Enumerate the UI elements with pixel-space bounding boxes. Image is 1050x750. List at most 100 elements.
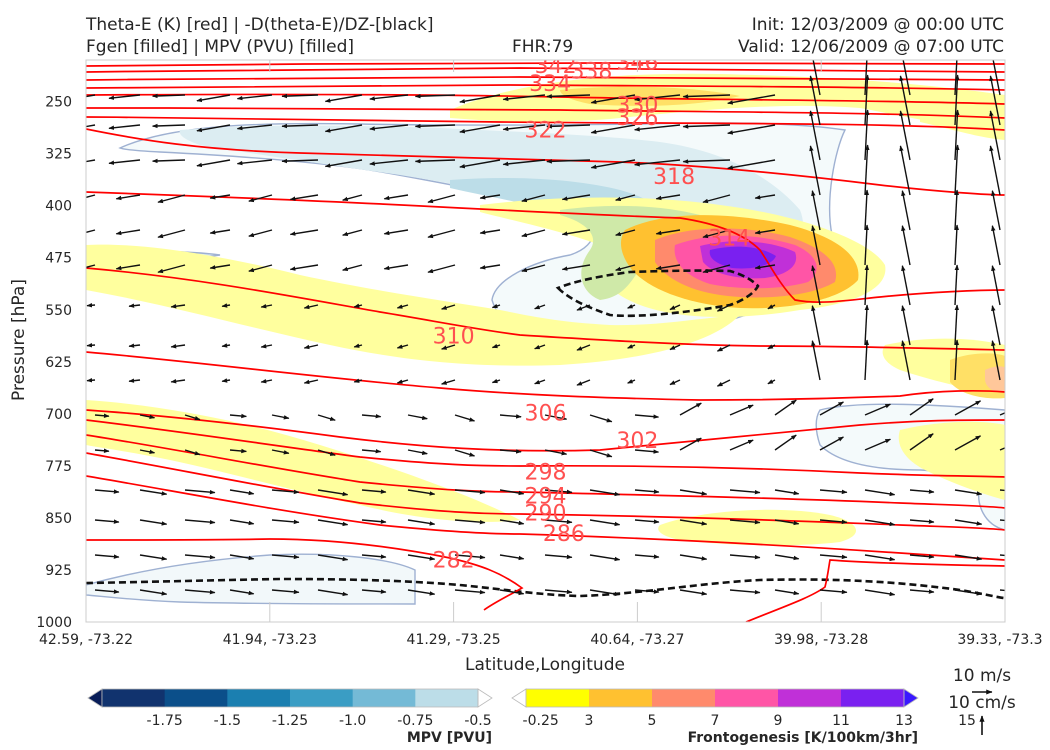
theta-e-label: 302 <box>616 429 658 454</box>
y-tick-label: 775 <box>45 459 72 475</box>
fgen-fill-left-low <box>86 400 520 522</box>
wind-arrow <box>729 489 761 495</box>
wind-arrow <box>544 489 573 495</box>
wind-arrow <box>499 449 522 454</box>
wind-arrow <box>634 489 660 494</box>
wind-arrow <box>157 229 186 239</box>
wind-arrow <box>94 489 120 494</box>
wind-arrow <box>819 519 848 525</box>
wind-arrow <box>152 93 186 99</box>
wind-arrow <box>909 519 935 524</box>
wind-arrow <box>819 554 848 560</box>
wind-arrow <box>634 414 660 419</box>
wind-arrow <box>271 449 290 455</box>
wind-arrow <box>669 344 681 351</box>
wind-arrow <box>615 194 636 202</box>
wind-arrow <box>534 344 546 350</box>
wind-arrow <box>774 489 800 496</box>
wind-arrow <box>342 264 363 272</box>
wind-arrow <box>729 439 754 451</box>
wind-arrow <box>184 589 216 595</box>
wind-arrow <box>459 159 501 169</box>
wind-arrow <box>361 413 382 419</box>
wind-arrow <box>317 449 336 456</box>
wind-arrow <box>864 109 870 161</box>
wind-arrow <box>561 194 591 201</box>
wind-arrow <box>260 343 273 349</box>
theta-e-line-290 <box>86 452 1005 531</box>
theta-e-line-346 <box>86 62 1005 67</box>
colorbar-segment <box>415 689 479 707</box>
wind-arrow <box>229 519 255 526</box>
wind-arrow <box>819 436 844 451</box>
colorbar-extend-right <box>477 688 493 708</box>
wind-arrow <box>454 489 486 495</box>
wind-arrow <box>342 194 363 202</box>
wind-arrow <box>229 413 247 419</box>
wind-arrow <box>407 519 436 526</box>
wind-arrow <box>864 438 891 451</box>
wind-arrow <box>864 189 870 231</box>
wind-arrow <box>811 265 821 306</box>
wind-arrow <box>627 344 636 349</box>
wind-arrow <box>669 304 681 311</box>
wind-arrow <box>992 60 1001 96</box>
wind-arrow <box>682 94 731 99</box>
theta-e-line-342 <box>86 67 1005 73</box>
wind-arrow <box>716 304 731 312</box>
wind-arrow <box>811 190 821 231</box>
colorbar-segment <box>652 689 716 707</box>
wind-arrow <box>634 589 660 594</box>
wind-arrow <box>729 519 761 525</box>
wind-arrow <box>361 489 387 494</box>
wind-arrow <box>407 554 436 561</box>
wind-arrow <box>954 109 960 161</box>
wind-arrow <box>108 94 141 100</box>
theta-e-label: 286 <box>543 522 585 547</box>
wind-arrow <box>454 519 486 525</box>
x-axis-ticks: 42.59, -73.22 41.94, -73.23 41.29, -73.25 4… <box>39 60 1043 648</box>
wind-key-label-cms: 10 cm/s <box>948 693 1016 713</box>
wind-arrow <box>221 303 231 308</box>
wind-arrow <box>682 159 731 164</box>
wind-arrow <box>369 159 409 166</box>
wind-arrow <box>729 554 761 560</box>
wind-arrow <box>271 414 290 420</box>
theta-e-line-286 <box>86 475 1005 561</box>
wind-arrow <box>229 589 255 596</box>
theta-e-label: 298 <box>525 460 567 485</box>
wind-arrow <box>546 94 591 99</box>
wind-arrow <box>115 194 141 201</box>
wind-arrow <box>441 344 456 350</box>
wind-arrow <box>774 519 800 526</box>
wind-arrow <box>139 554 168 561</box>
wind-arrow <box>369 124 409 131</box>
wind-arrow <box>819 589 848 595</box>
colorbar-tick-label: -1.0 <box>339 713 366 729</box>
wind-arrow <box>229 554 255 561</box>
wind-arrow <box>819 489 848 495</box>
theta-e-line-326 <box>86 107 1005 119</box>
wind-arrow <box>989 145 1001 196</box>
wind-arrow <box>954 339 960 381</box>
wind-arrow <box>615 264 636 272</box>
wind-arrow <box>864 489 896 497</box>
wind-arrow <box>407 449 428 455</box>
x-tick-label: 41.94, -73.23 <box>223 632 317 648</box>
wind-arrow <box>499 414 522 419</box>
wind-arrow <box>809 75 821 126</box>
wind-arrow <box>303 304 319 310</box>
wind-arrow <box>991 305 1001 346</box>
colorbar-extend-left <box>511 688 527 708</box>
wind-arrow <box>989 110 1001 161</box>
wind-arrow <box>590 159 636 170</box>
wind-arrow <box>679 554 708 561</box>
wind-arrow <box>909 433 934 451</box>
theta-e-labels: 342 3463383343303263223183143103063022982… <box>433 60 751 574</box>
wind-arrow <box>271 489 300 495</box>
wind-arrow <box>427 194 456 204</box>
wind-arrow <box>819 401 844 416</box>
wind-arrow <box>271 589 300 595</box>
theta-e-label: 294 <box>525 485 567 510</box>
wind-arrow <box>383 229 409 236</box>
